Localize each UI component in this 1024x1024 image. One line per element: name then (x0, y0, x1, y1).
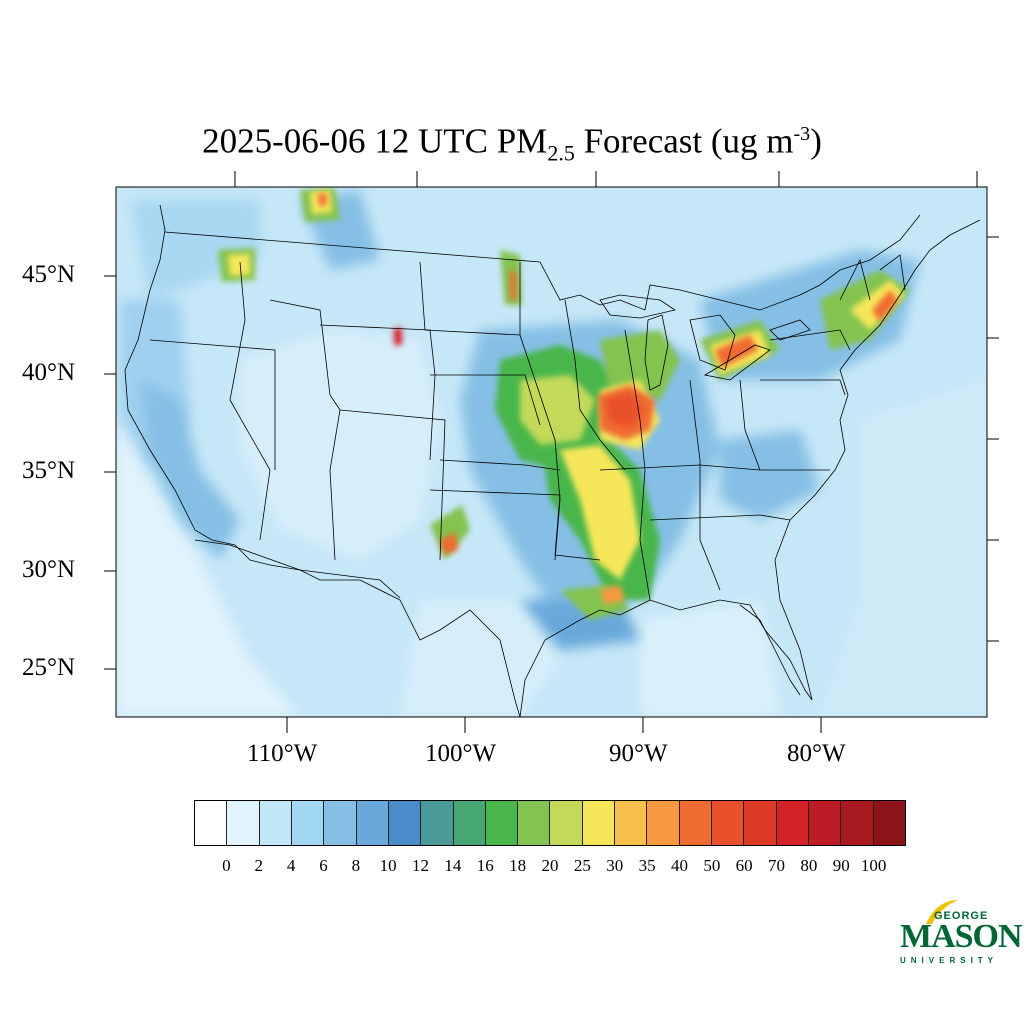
gmu-logo: GEORGE MASON UNIVERSITY (898, 900, 1023, 970)
colorbar-label: 100 (860, 856, 887, 875)
lat-label-45n: 45°N (22, 261, 76, 288)
colorbar-cell (679, 801, 712, 845)
boundaries (124, 204, 981, 717)
colorbar-cell (712, 801, 745, 845)
colorbar-cell (195, 801, 228, 845)
colorbar-label: 40 (670, 856, 688, 875)
lon-ticks-bottom (286, 717, 822, 733)
colorbar-cell (647, 801, 680, 845)
colorbar-cell (227, 801, 260, 845)
lat-label-35n: 35°N (22, 457, 76, 484)
lon-ticks-top (234, 171, 978, 187)
colorbar-cell (615, 801, 648, 845)
lon-label-100w: 100°W (425, 740, 497, 767)
colorbar-cell (259, 801, 292, 845)
lon-label-110w: 110°W (247, 740, 318, 767)
colorbar-cell (873, 801, 905, 845)
colorbar-labels: 0 2 4 6 8 10 12 14 16 18 20 25 30 35 40 50 60 70 80 90 100 (0, 856, 1024, 878)
logo-george: GEORGE (934, 910, 989, 922)
colorbar-cell (421, 801, 454, 845)
colorbar-label: 60 (735, 856, 753, 875)
colorbar-cell (776, 801, 809, 845)
lon-label-80w: 80°W (787, 740, 846, 767)
colorbar-cell (388, 801, 422, 845)
colorbar-label: 50 (703, 856, 721, 875)
colorbar-cell (518, 801, 551, 845)
colorbar-label: 20 (541, 856, 559, 875)
hotspot-field (318, 193, 898, 605)
lat-label-25n: 25°N (22, 654, 76, 681)
lon-label-90w: 90°W (609, 740, 668, 767)
colorbar-label: 35 (638, 856, 656, 875)
lat-ticks-left (104, 275, 116, 670)
logo-mason: MASON (900, 918, 1023, 955)
map-title: 2025-06-06 12 UTC PM2.5 Forecast (ug m-3… (202, 121, 822, 166)
colorbar-cell (324, 801, 357, 845)
colorbar-cell (582, 801, 616, 845)
colorbar-label: 70 (768, 856, 786, 875)
colorbar-cell (550, 801, 583, 845)
colorbar-label: 6 (319, 856, 328, 875)
colorbar-label: 10 (379, 856, 397, 875)
colorbar-cell (291, 801, 325, 845)
colorbar-label: 14 (444, 856, 462, 875)
colorbar (194, 800, 906, 846)
colorbar-label: 90 (832, 856, 850, 875)
colorbar-label: 18 (509, 856, 527, 875)
lat-label-40n: 40°N (22, 359, 76, 386)
colorbar-label: 16 (476, 856, 494, 875)
colorbar-label: 30 (606, 856, 624, 875)
colorbar-label: 12 (412, 856, 430, 875)
colorbar-label: 4 (286, 856, 296, 875)
colorbar-label: 0 (222, 856, 231, 875)
colorbar-cell (841, 801, 874, 845)
colorbar-label: 8 (351, 856, 361, 875)
lat-label-30n: 30°N (22, 556, 76, 583)
colorbar-cell (808, 801, 842, 845)
logo-university: UNIVERSITY (900, 956, 999, 965)
colorbar-cell (453, 801, 486, 845)
colorbar-label: 2 (254, 856, 263, 875)
logo-swoosh-icon (926, 900, 958, 924)
colorbar-cell (744, 801, 777, 845)
lat-ticks-right (987, 236, 999, 642)
plot-frame (115, 186, 988, 718)
colorbar-cell (356, 801, 389, 845)
colorbar-label: 80 (800, 856, 818, 875)
colorbar-cell (485, 801, 519, 845)
colorbar-label: 25 (573, 856, 591, 875)
